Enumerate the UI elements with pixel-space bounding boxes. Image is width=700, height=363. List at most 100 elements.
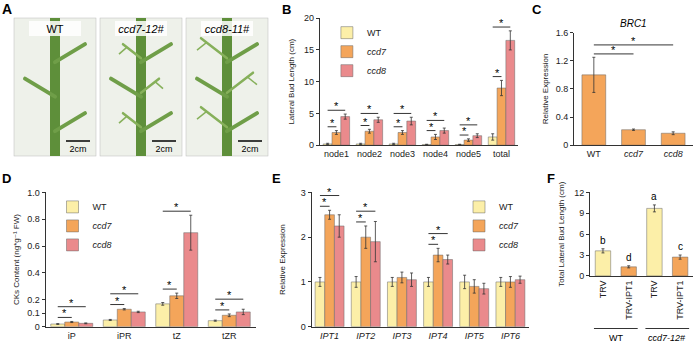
svg-text:node3: node3 (390, 149, 415, 159)
svg-text:ccd7-12#: ccd7-12# (118, 23, 164, 35)
svg-text:0: 0 (309, 140, 314, 150)
svg-text:node2: node2 (357, 149, 382, 159)
svg-text:F: F (547, 171, 555, 186)
svg-text:tZR: tZR (222, 331, 237, 341)
svg-text:5: 5 (309, 109, 314, 119)
svg-text:0.1: 0.1 (27, 308, 40, 318)
svg-text:IPT4: IPT4 (429, 331, 448, 341)
svg-text:ccd8: ccd8 (664, 149, 683, 159)
svg-text:WT: WT (46, 23, 63, 35)
svg-text:BRC1: BRC1 (620, 18, 647, 29)
svg-text:*: * (334, 100, 339, 112)
svg-text:ccd8: ccd8 (367, 66, 386, 76)
svg-text:*: * (322, 196, 327, 208)
svg-text:0: 0 (579, 271, 584, 281)
svg-text:*: * (167, 279, 172, 291)
svg-text:*: * (466, 115, 471, 127)
svg-text:*: * (431, 234, 436, 246)
svg-text:B: B (282, 2, 291, 17)
svg-text:6: 6 (579, 229, 584, 239)
svg-text:*: * (499, 17, 504, 29)
svg-text:1.0: 1.0 (27, 188, 40, 198)
svg-text:Total Lateral Bud Length (cm): Total Lateral Bud Length (cm) (557, 181, 566, 286)
svg-text:*: * (400, 103, 405, 115)
svg-text:*: * (227, 289, 232, 301)
svg-text:10: 10 (304, 77, 314, 87)
svg-text:0: 0 (563, 140, 568, 150)
svg-text:TRV-IPT1: TRV-IPT1 (675, 280, 685, 319)
svg-text:WT: WT (499, 202, 513, 212)
svg-text:3: 3 (579, 250, 584, 260)
svg-text:*: * (220, 300, 225, 312)
svg-text:*: * (462, 125, 467, 137)
svg-text:*: * (327, 186, 332, 198)
svg-text:total: total (493, 149, 510, 159)
svg-text:0.8: 0.8 (27, 214, 40, 224)
svg-text:1.2: 1.2 (556, 56, 569, 66)
svg-text:IPT3: IPT3 (392, 331, 411, 341)
svg-text:0.6: 0.6 (27, 241, 40, 251)
svg-text:*: * (62, 307, 67, 319)
svg-text:*: * (330, 117, 335, 129)
svg-text:3: 3 (301, 188, 306, 198)
svg-text:tZ: tZ (173, 331, 182, 341)
svg-text:*: * (363, 116, 368, 128)
svg-text:1: 1 (301, 277, 306, 287)
svg-text:ccd8: ccd8 (499, 240, 518, 250)
svg-text:node1: node1 (324, 149, 349, 159)
svg-text:9: 9 (579, 208, 584, 218)
svg-text:IPT2: IPT2 (356, 331, 375, 341)
svg-text:ccd8: ccd8 (93, 240, 112, 250)
svg-text:1.6: 1.6 (556, 28, 569, 38)
svg-text:0: 0 (35, 322, 40, 332)
svg-text:2cm: 2cm (155, 144, 172, 154)
svg-text:CKs Content (ng*g⁻¹ FW): CKs Content (ng*g⁻¹ FW) (13, 214, 22, 305)
svg-text:C: C (532, 2, 542, 17)
svg-text:2cm: 2cm (69, 144, 86, 154)
svg-text:*: * (358, 212, 363, 224)
svg-text:*: * (495, 67, 500, 79)
svg-text:*: * (367, 103, 372, 115)
svg-text:ccd7: ccd7 (93, 221, 113, 231)
svg-text:TRV: TRV (598, 280, 608, 298)
svg-text:ccd8-11#: ccd8-11# (205, 23, 250, 35)
svg-text:d: d (626, 252, 632, 263)
svg-text:0.2: 0.2 (27, 295, 40, 305)
svg-text:TRV-IPT1: TRV-IPT1 (624, 280, 634, 319)
svg-text:*: * (436, 224, 441, 236)
svg-text:2: 2 (301, 232, 306, 242)
svg-text:0: 0 (301, 322, 306, 332)
svg-text:c: c (678, 241, 683, 252)
svg-text:IPT1: IPT1 (320, 331, 339, 341)
svg-text:iPR: iPR (117, 331, 132, 341)
svg-text:ccd7: ccd7 (499, 221, 519, 231)
svg-text:WT: WT (609, 333, 623, 343)
svg-text:*: * (429, 121, 434, 133)
svg-text:ccd7: ccd7 (624, 149, 644, 159)
svg-text:0.4: 0.4 (556, 112, 569, 122)
svg-text:node5: node5 (456, 149, 481, 159)
svg-text:Relative Expression: Relative Expression (541, 54, 550, 125)
svg-text:Lateral Bud Length (cm): Lateral Bud Length (cm) (287, 38, 296, 124)
svg-text:*: * (433, 110, 438, 122)
svg-text:0.4: 0.4 (27, 268, 40, 278)
svg-text:*: * (631, 35, 636, 47)
svg-text:WT: WT (367, 28, 381, 38)
svg-text:IPT5: IPT5 (465, 331, 485, 341)
svg-text:*: * (174, 201, 179, 213)
svg-text:2cm: 2cm (241, 144, 258, 154)
svg-text:*: * (396, 117, 401, 129)
svg-text:node4: node4 (423, 149, 448, 159)
svg-text:ccd7-12#: ccd7-12# (648, 333, 686, 343)
svg-text:0.8: 0.8 (556, 84, 569, 94)
svg-text:Relative Expression: Relative Expression (279, 224, 288, 295)
svg-text:*: * (115, 295, 120, 307)
svg-text:20: 20 (304, 13, 314, 23)
svg-text:IPT6: IPT6 (501, 331, 520, 341)
svg-text:*: * (69, 297, 74, 309)
svg-text:A: A (2, 1, 12, 17)
svg-text:12: 12 (574, 188, 584, 198)
svg-text:a: a (651, 191, 657, 202)
svg-text:D: D (2, 171, 11, 186)
svg-text:b: b (600, 235, 606, 246)
